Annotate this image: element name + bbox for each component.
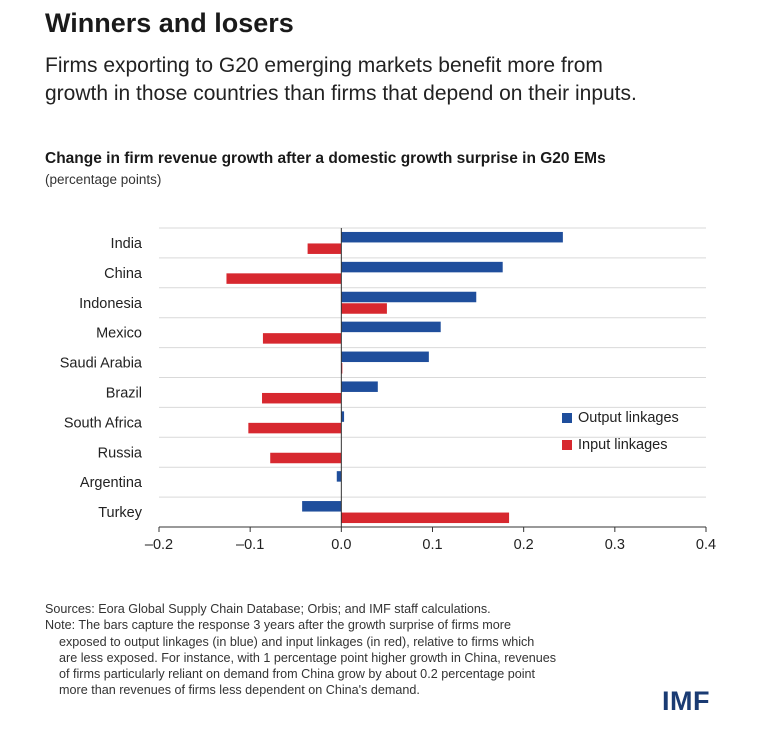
- category-label: Indonesia: [79, 296, 143, 312]
- source-notes: Sources: Eora Global Supply Chain Databa…: [45, 601, 655, 699]
- bar-input-brazil: [262, 392, 342, 404]
- category-label: Saudi Arabia: [60, 356, 143, 372]
- bar-input-india: [307, 243, 342, 254]
- bar-output-argentina: [336, 471, 342, 482]
- bar-input-russia: [270, 452, 342, 464]
- chart-title: Change in firm revenue growth after a do…: [45, 150, 606, 167]
- page-title: Winners and losers: [45, 8, 294, 38]
- bar-input-mexico: [262, 333, 342, 344]
- category-label: Russia: [98, 445, 143, 461]
- subtitle-line: growth in those countries than firms tha…: [45, 82, 637, 105]
- bar-output-mexico: [341, 321, 441, 333]
- chart-subtitle: (percentage points): [45, 172, 162, 187]
- bar-output-south-africa: [341, 411, 345, 422]
- note-line: more than revenues of firms less depende…: [59, 683, 420, 698]
- x-tick-label: 0.1: [422, 537, 442, 553]
- x-tick-label: –0.1: [236, 537, 264, 553]
- sources-line: Sources: Eora Global Supply Chain Databa…: [45, 602, 491, 616]
- x-tick-label: 0.0: [331, 537, 351, 553]
- category-label: India: [111, 236, 143, 252]
- bar-input-turkey: [341, 512, 510, 524]
- category-label: Brazil: [106, 385, 142, 401]
- note-line: Note: The bars capture the response 3 ye…: [45, 618, 511, 633]
- bar-input-china: [226, 273, 342, 284]
- x-tick-label: –0.2: [145, 537, 173, 553]
- legend-swatch-input: [562, 439, 572, 450]
- bar-chart: India China Indonesia Mexico Saudi Arabia Bra…: [60, 227, 716, 553]
- note-line: exposed to output linkages (in blue) and…: [59, 634, 535, 649]
- note-line: of firms particularly reliant on demand …: [59, 667, 536, 682]
- bar-output-china: [341, 261, 503, 273]
- note-line: are less exposed. For instance, with 1 p…: [59, 650, 557, 665]
- legend-label-output: Output linkages: [578, 409, 679, 426]
- x-tick-label: 0.3: [605, 537, 625, 553]
- bar-output-india: [341, 231, 563, 243]
- category-label: China: [104, 266, 143, 282]
- bar-output-turkey: [302, 501, 342, 512]
- category-label: Mexico: [96, 326, 142, 342]
- bar-input-indonesia: [341, 303, 387, 314]
- page-subtitle: Firms exporting to G20 emerging markets …: [45, 52, 745, 108]
- x-tick-label: 0.2: [514, 537, 534, 553]
- category-label: South Africa: [64, 415, 143, 431]
- bar-output-brazil: [341, 381, 378, 392]
- legend-item-output: Output linkages: [562, 404, 679, 431]
- x-tick-label: 0.4: [696, 537, 716, 553]
- bar-output-indonesia: [341, 291, 477, 303]
- category-label: Turkey: [98, 505, 143, 521]
- imf-logo: IMF: [662, 686, 710, 716]
- chart-legend: Output linkages Input linkages: [562, 404, 679, 458]
- bar-output-saudi-arabia: [341, 351, 429, 363]
- legend-label-input: Input linkages: [578, 436, 668, 453]
- bar-input-south-africa: [248, 422, 342, 434]
- subtitle-line: Firms exporting to G20 emerging markets …: [45, 54, 603, 77]
- category-label: Argentina: [80, 475, 143, 491]
- legend-swatch-output: [562, 412, 572, 423]
- legend-item-input: Input linkages: [562, 431, 679, 458]
